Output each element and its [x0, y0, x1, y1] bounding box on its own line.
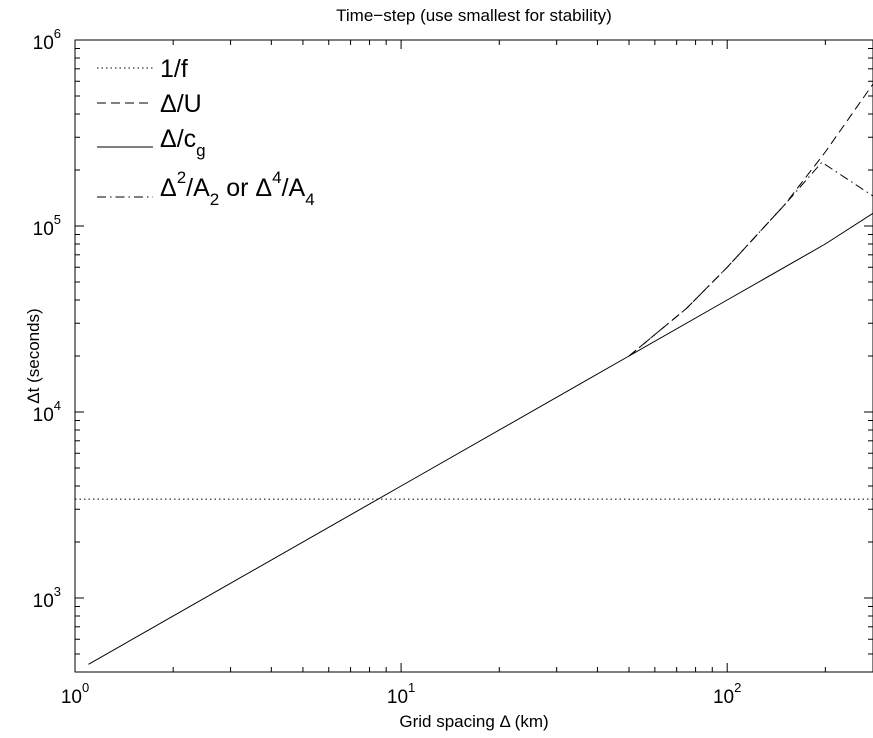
legend-diff-sub1: 2 — [210, 190, 219, 209]
legend-label-diffusion: Δ2/A2 or Δ4/A4 — [160, 168, 315, 209]
plot-area — [74, 39, 873, 673]
legend-diff-p3: or Δ — [219, 174, 272, 202]
y-tick-label: 105 — [33, 212, 61, 240]
x-tick-label: 101 — [387, 680, 415, 708]
legend-diff-p4: /A — [282, 174, 306, 202]
series-layer — [75, 83, 873, 665]
y-tick-label: 103 — [33, 584, 61, 612]
legend-label-delta-u: Δ/U — [160, 90, 202, 118]
y-tick-label: 106 — [33, 26, 61, 54]
legend-diff-p1: Δ — [160, 174, 177, 202]
legend-diff-sup2: 4 — [272, 168, 281, 187]
legend-label-delta-cg: Δ/cg — [160, 125, 206, 160]
legend: 1/f Δ/U Δ/cg Δ2/A2 or Δ4/A4 — [97, 55, 315, 209]
y-axis: 103 104 105 106 — [33, 26, 873, 673]
x-tick-label: 100 — [61, 680, 89, 708]
x-axis: 100 101 102 — [61, 40, 826, 708]
legend-diff-sup1: 2 — [177, 168, 186, 187]
x-axis-label: Grid spacing Δ (km) — [399, 712, 548, 731]
x-tick-label: 102 — [713, 680, 741, 708]
chart-title: Time−step (use smallest for stability) — [336, 6, 612, 25]
series-delta-cg-line — [88, 212, 873, 665]
y-axis-label: Δt (seconds) — [24, 308, 43, 403]
y-tick-label: 104 — [33, 398, 61, 426]
legend-diff-sub2: 4 — [305, 190, 314, 209]
legend-label-inverse-f: 1/f — [160, 55, 188, 83]
legend-delta-cg-sub: g — [196, 141, 205, 160]
series-diffusion-line — [628, 161, 873, 357]
legend-delta-cg-main: Δ/c — [160, 125, 196, 153]
legend-diff-p2: /A — [186, 174, 210, 202]
